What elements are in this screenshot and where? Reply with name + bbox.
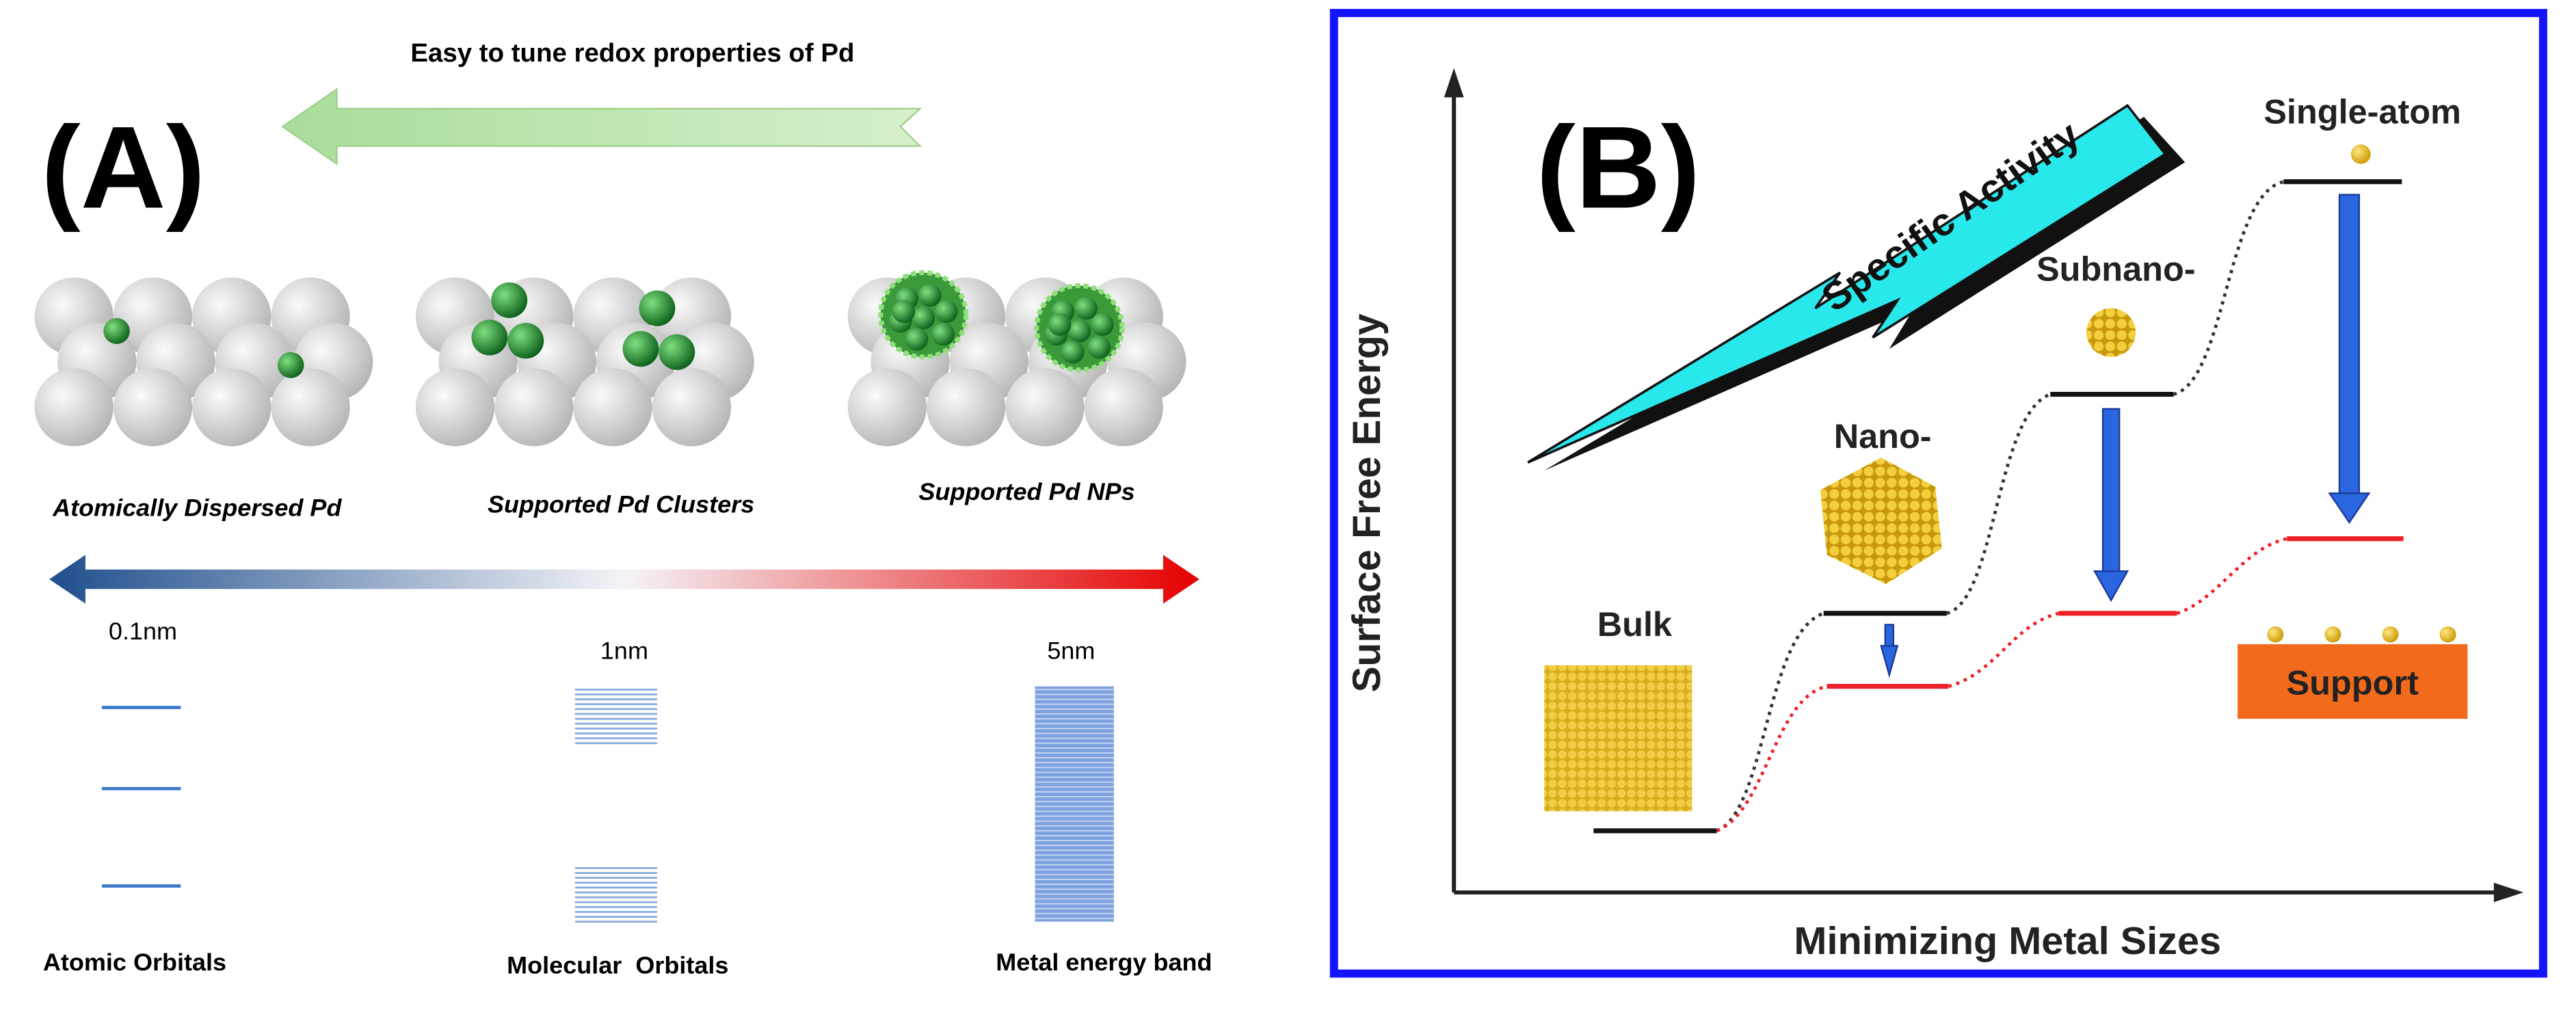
pd-atom — [103, 318, 130, 344]
red-dotted — [1716, 685, 1828, 832]
size-arrow — [49, 555, 1199, 604]
size-label: 5nm — [1047, 637, 1095, 664]
pd-atom — [934, 300, 958, 323]
stabilize-head — [2093, 570, 2129, 603]
bulk-cube — [1544, 665, 1692, 812]
stabilize-shaft — [2101, 408, 2121, 576]
pd-atom — [639, 290, 676, 326]
panel-frame — [1329, 9, 2547, 978]
pd-atom — [1067, 319, 1091, 343]
support-label: Support — [2287, 664, 2419, 702]
support-atom — [926, 368, 1006, 447]
support-atom — [192, 368, 271, 447]
stage-label: Bulk — [1597, 605, 1672, 644]
structure-label: Supported Pd Clusters — [488, 491, 754, 518]
structure-label: Supported Pd NPs — [918, 478, 1134, 505]
support-block — [2238, 644, 2468, 719]
support-atom — [113, 368, 193, 447]
support-atom — [573, 368, 652, 447]
pd-atom — [905, 328, 929, 351]
stabilize-shaft — [2338, 194, 2361, 498]
x-arrow — [2493, 882, 2524, 903]
support-atom-b — [2267, 626, 2284, 643]
size-label: 1nm — [600, 637, 648, 664]
pd-atom — [918, 284, 942, 307]
support-atom — [494, 368, 574, 447]
nano-particle — [1820, 458, 1942, 585]
support-atom — [1084, 368, 1163, 447]
level-label: Molecular Orbitals — [507, 952, 728, 979]
support-atom — [271, 368, 350, 447]
y-arrow — [1444, 68, 1464, 98]
tune-label: Easy to tune redox properties of Pd — [410, 38, 854, 68]
pd-atom — [491, 282, 528, 319]
shapes — [34, 9, 2547, 978]
size-label: 0.1nm — [109, 618, 177, 645]
pd-atom — [1087, 336, 1111, 359]
stabilize-head — [2328, 492, 2371, 525]
pd-atom — [912, 306, 935, 330]
pd-atom — [931, 323, 955, 346]
pd-atom — [1091, 313, 1114, 336]
black-dotted — [1946, 393, 2051, 616]
pd-atom — [278, 352, 304, 378]
panel-label: (A) — [41, 103, 205, 233]
level-label: Metal energy band — [996, 949, 1212, 976]
black-dotted — [2173, 180, 2284, 396]
support-atom-b — [2324, 626, 2341, 643]
stage-label: Single-atom — [2263, 93, 2461, 131]
y-axis-label: Surface Free Energy — [1345, 313, 1389, 692]
pd-atom — [1074, 297, 1098, 320]
pd-atom — [471, 319, 508, 356]
red-dotted — [2176, 537, 2287, 616]
pd-atom — [659, 334, 695, 370]
pd-atom — [892, 300, 916, 323]
stage-label: Subnano- — [2036, 250, 2196, 289]
support-atom — [34, 368, 114, 447]
x-axis-label: Minimizing Metal Sizes — [1794, 919, 2221, 963]
pd-atom — [1061, 341, 1085, 364]
panel-label: (B) — [1536, 103, 1700, 233]
structure-label: Atomically Dispersed Pd — [52, 494, 343, 522]
activity-arrow — [1527, 103, 2168, 464]
red-dotted — [1948, 611, 2059, 688]
stabilize-head — [1880, 645, 1899, 678]
pd-atom — [1048, 313, 1072, 336]
pd-atom — [507, 323, 544, 359]
support-atom-b — [2439, 626, 2456, 643]
tune-arrow — [281, 88, 922, 166]
pd-atom — [622, 331, 659, 367]
single-atom — [2350, 144, 2371, 164]
support-atom — [415, 368, 495, 447]
metal-band — [1035, 686, 1114, 922]
stage-label: Nano- — [1834, 417, 1932, 455]
support-atom — [847, 368, 927, 447]
level-label: Atomic Orbitals — [43, 949, 226, 976]
support-atom-b — [2382, 626, 2399, 643]
support-atom — [652, 368, 732, 447]
black-dotted — [1716, 611, 1824, 832]
support-atom — [1005, 368, 1085, 447]
subnano-particle — [2086, 308, 2136, 357]
